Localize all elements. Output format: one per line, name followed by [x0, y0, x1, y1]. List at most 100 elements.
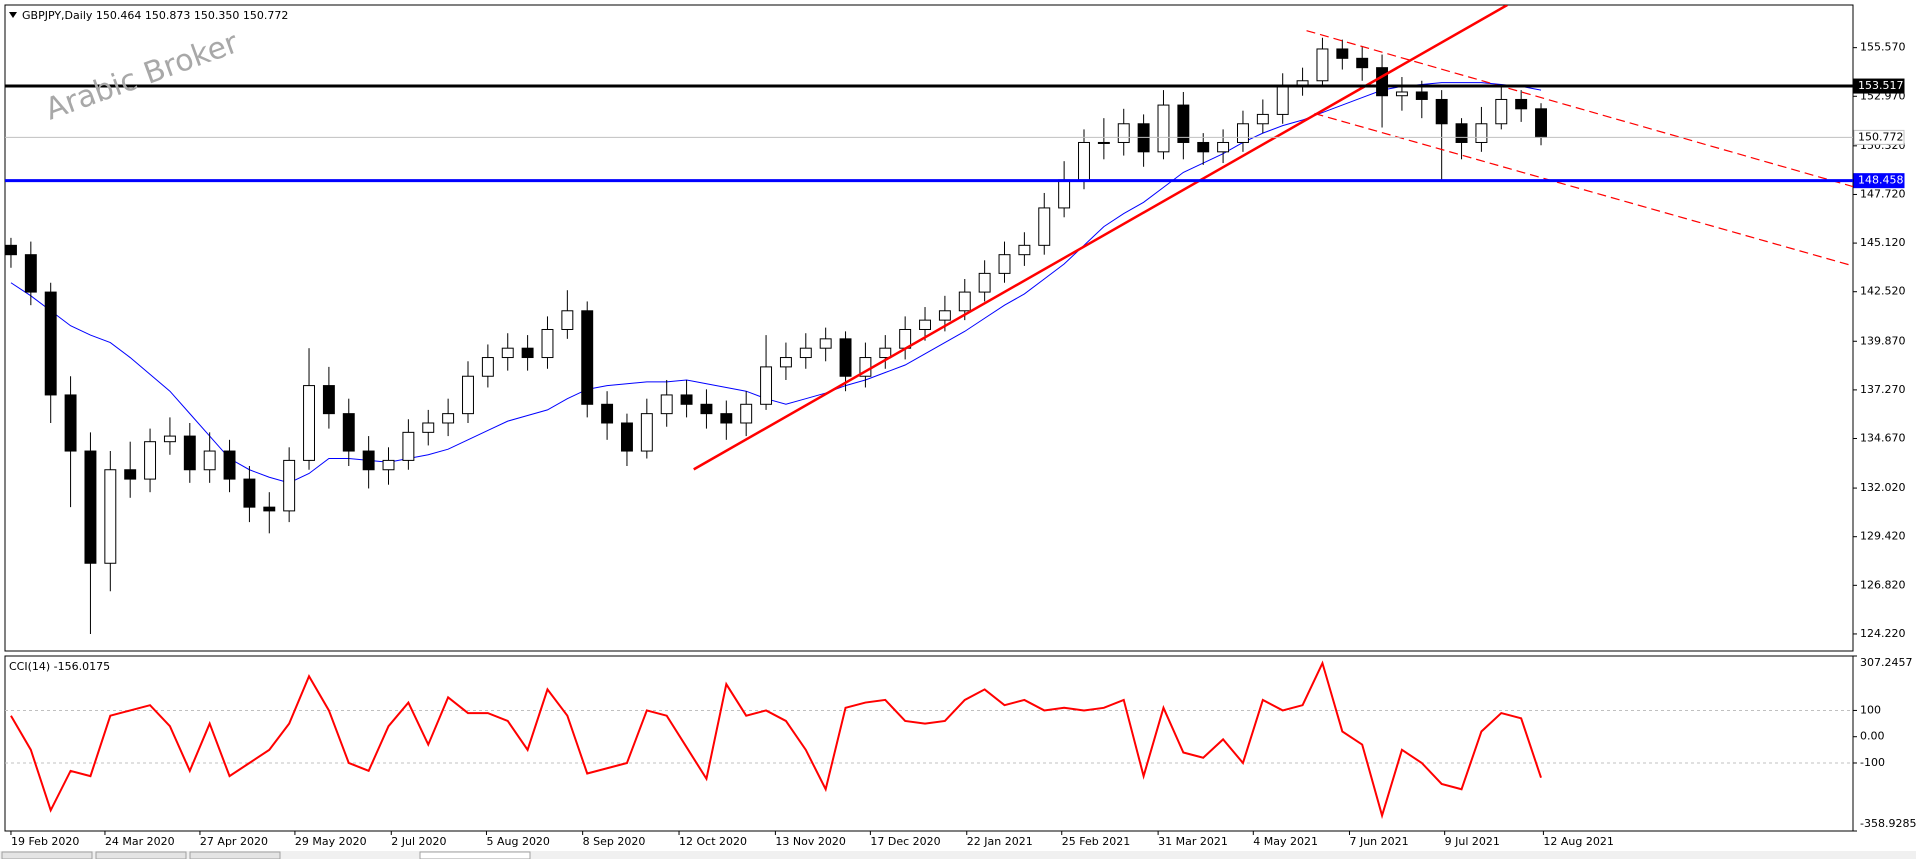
candle-body: [382, 459, 395, 471]
x-tick-label: 5 Aug 2020: [486, 835, 549, 848]
x-tick-label: 12 Oct 2020: [679, 835, 747, 848]
x-tick-label: 13 Nov 2020: [775, 835, 845, 848]
x-tick-label: 8 Sep 2020: [583, 835, 646, 848]
indicator-title: CCI(14) -156.0175: [9, 660, 110, 673]
trendline: [1306, 30, 1853, 188]
candle-body: [760, 366, 773, 405]
x-tick-label: 19 Feb 2020: [11, 835, 79, 848]
candle-body: [362, 450, 375, 471]
candle-body: [64, 394, 77, 452]
indicator-panel: [4, 655, 1854, 832]
candle-body: [938, 310, 951, 321]
candle-body: [223, 450, 236, 480]
x-tick-label: 7 Jun 2021: [1349, 835, 1408, 848]
x-tick-label: 4 May 2021: [1253, 835, 1318, 848]
candle-body: [104, 469, 117, 564]
tab[interactable]: [1, 851, 93, 859]
candle-body: [819, 338, 832, 349]
candle-body: [1515, 98, 1528, 110]
candle-body: [263, 506, 276, 512]
candle-body: [243, 478, 256, 508]
candle-body: [283, 459, 296, 512]
candle-body: [84, 450, 97, 564]
x-tick-label: 25 Feb 2021: [1062, 835, 1130, 848]
candle-body: [1236, 123, 1249, 143]
candle-body: [342, 413, 355, 452]
x-tick-label: 22 Jan 2021: [967, 835, 1033, 848]
candle-body: [303, 385, 315, 461]
main-plot: [5, 5, 1853, 634]
candle-body: [660, 394, 673, 415]
candle-body: [839, 338, 852, 377]
candle-body: [521, 347, 534, 359]
price-level-label: 150.772: [1858, 130, 1904, 143]
candle-body: [183, 435, 196, 471]
x-tick-label: 29 May 2020: [295, 835, 367, 848]
price-level-label-box: [1853, 129, 1905, 145]
x-tick-label: 12 Aug 2021: [1543, 835, 1613, 848]
symbol-menu-arrow[interactable]: [9, 12, 17, 18]
y-tick-label: 100: [1860, 703, 1881, 716]
price-level-label-box: [1853, 78, 1905, 94]
candle-body: [879, 347, 892, 359]
moving-average: [10, 82, 1542, 484]
candle-body: [1455, 123, 1468, 143]
tab[interactable]: [95, 851, 187, 859]
y-tick-label: 126.820: [1860, 578, 1906, 591]
x-tick-label: 9 Jul 2021: [1445, 835, 1500, 848]
y-tick-label: 147.720: [1860, 187, 1906, 200]
candle-body: [1038, 207, 1051, 246]
candle-body: [1058, 179, 1071, 209]
candle-body: [919, 319, 931, 330]
candle-body: [442, 413, 455, 424]
y-tick-label: 124.220: [1860, 627, 1906, 640]
candle-body: [561, 310, 574, 330]
candle-body: [1415, 91, 1428, 100]
y-tick-label: 139.870: [1860, 334, 1906, 347]
candle-body: [1217, 141, 1230, 153]
candle-body: [998, 254, 1011, 274]
candle-body: [5, 244, 17, 256]
y-tick-label: -100: [1860, 756, 1885, 769]
candle-body: [203, 450, 216, 471]
candle-body: [680, 394, 693, 405]
chart-header: GBPJPY,Daily 150.464 150.873 150.350 150…: [22, 9, 288, 22]
candle-body: [1276, 85, 1289, 115]
candle-body: [779, 357, 792, 368]
y-tick-label: 132.020: [1860, 481, 1906, 494]
candle-body: [44, 291, 57, 396]
x-tick-label: 17 Dec 2020: [870, 835, 940, 848]
x-tick-label: 24 Mar 2020: [105, 835, 175, 848]
candle-body: [640, 413, 653, 452]
candle-body: [144, 441, 157, 480]
candle-body: [1078, 141, 1090, 181]
candle-body: [581, 310, 594, 405]
candle-body: [1197, 141, 1210, 153]
candle-body: [1535, 108, 1547, 138]
candle-body: [1157, 104, 1170, 153]
tab[interactable]: [189, 851, 281, 859]
candle-body: [720, 413, 733, 424]
indicator-plot: [5, 660, 1853, 820]
y-tick-label: -358.9285: [1860, 817, 1916, 830]
candle-body: [601, 403, 614, 424]
trendline: [1314, 112, 1853, 267]
x-tick-label: 27 Apr 2020: [200, 835, 268, 848]
candle-body: [24, 254, 37, 293]
candle-body: [799, 347, 812, 359]
candle-body: [700, 403, 713, 415]
candle-body: [1117, 123, 1130, 143]
axes: 155.570152.970150.320147.720145.120142.5…: [10, 41, 1916, 848]
candle-body: [322, 385, 335, 415]
active-tab[interactable]: [419, 851, 531, 859]
candle-body: [481, 357, 494, 377]
tab-bar: [0, 851, 1916, 859]
candle-body: [501, 347, 514, 359]
x-tick-label: 31 Mar 2021: [1158, 835, 1228, 848]
y-tick-label: 145.120: [1860, 236, 1906, 249]
price-level-label: 148.458: [1858, 174, 1904, 187]
candle-body: [1097, 141, 1110, 144]
y-tick-label: 0.00: [1860, 730, 1885, 743]
candle-body: [1395, 91, 1408, 97]
y-tick-label: 307.2457: [1860, 656, 1913, 669]
